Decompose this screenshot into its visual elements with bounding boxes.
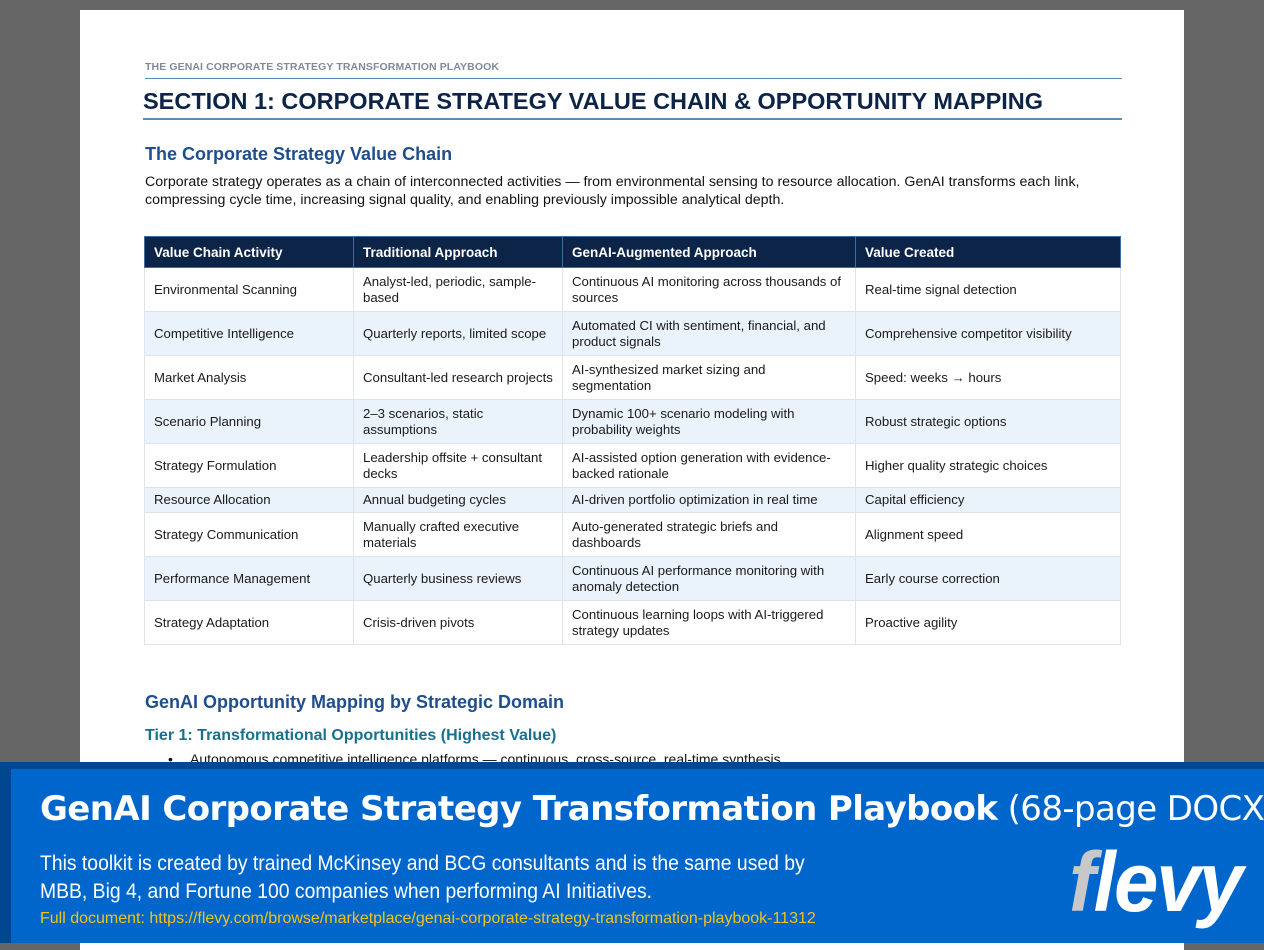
table-cell: Leadership offsite + consultant decks: [353, 443, 563, 488]
table-cell: Automated CI with sentiment, financial, …: [562, 311, 856, 356]
table-cell: Quarterly reports, limited scope: [353, 311, 563, 356]
table-cell: Robust strategic options: [855, 399, 1121, 444]
table-cell: Performance Management: [144, 556, 354, 601]
table-cell: Quarterly business reviews: [353, 556, 563, 601]
table-cell: Comprehensive competitor visibility: [855, 311, 1121, 356]
column-header: Traditional Approach: [353, 236, 563, 268]
table-row: Performance Management Quarterly busines…: [144, 556, 1121, 601]
table-row: Strategy Formulation Leadership offsite …: [144, 443, 1121, 488]
running-header: THE GENAI CORPORATE STRATEGY TRANSFORMAT…: [145, 61, 1122, 79]
banner-title-format: (68-page DOCX): [1007, 789, 1264, 829]
column-header: Value Created: [855, 236, 1121, 268]
table-cell: Early course correction: [855, 556, 1121, 601]
table-cell: Crisis-driven pivots: [353, 600, 563, 645]
section-title: SECTION 1: CORPORATE STRATEGY VALUE CHAI…: [143, 88, 1122, 120]
full-document-link[interactable]: Full document: https://flevy.com/browse/…: [40, 910, 816, 927]
table-cell: Analyst-led, periodic, sample-based: [353, 267, 563, 312]
column-header: GenAI-Augmented Approach: [562, 236, 856, 268]
table-row: Scenario Planning 2–3 scenarios, static …: [144, 399, 1121, 444]
value-chain-heading: The Corporate Strategy Value Chain: [145, 144, 453, 164]
column-header: Value Chain Activity: [144, 236, 354, 268]
table-cell: Speed: weeks → hours: [855, 355, 1121, 400]
table-cell: Real-time signal detection: [855, 267, 1121, 312]
opportunity-heading: GenAI Opportunity Mapping by Strategic D…: [145, 692, 565, 712]
banner-title-main: GenAI Corporate Strategy Transformation …: [40, 789, 998, 829]
table-cell: Higher quality strategic choices: [855, 443, 1121, 488]
value-chain-table: Value Chain Activity Traditional Approac…: [144, 236, 1121, 645]
table-row: Strategy Adaptation Crisis-driven pivots…: [144, 600, 1121, 645]
table-cell: Strategy Formulation: [144, 443, 354, 488]
promo-banner: GenAI Corporate Strategy Transformation …: [0, 762, 1264, 943]
table-cell: Proactive agility: [855, 600, 1121, 645]
tier1-heading: Tier 1: Transformational Opportunities (…: [145, 727, 557, 744]
table-cell: Strategy Communication: [144, 512, 354, 557]
table-row: Strategy Communication Manually crafted …: [144, 512, 1121, 557]
table-cell: Environmental Scanning: [144, 267, 354, 312]
table-row: Market Analysis Consultant-led research …: [144, 355, 1121, 400]
banner-title: GenAI Corporate Strategy Transformation …: [40, 789, 1264, 829]
document-page: THE GENAI CORPORATE STRATEGY TRANSFORMAT…: [80, 10, 1184, 950]
table-cell: Continuous AI monitoring across thousand…: [562, 267, 856, 312]
flevy-logo[interactable]: flevy: [1069, 835, 1243, 929]
table-row: Environmental Scanning Analyst-led, peri…: [144, 267, 1121, 312]
table-cell: Manually crafted executive materials: [353, 512, 563, 557]
banner-description: This toolkit is created by trained McKin…: [40, 851, 805, 903]
value-chain-intro: Corporate strategy operates as a chain o…: [145, 174, 1080, 208]
table-cell: AI-assisted option generation with evide…: [562, 443, 856, 488]
table-cell: Competitive Intelligence: [144, 311, 354, 356]
bullet-icon: •: [168, 751, 173, 767]
table-cell: Dynamic 100+ scenario modeling with prob…: [562, 399, 856, 444]
table-cell: Alignment speed: [855, 512, 1121, 557]
table-cell: Consultant-led research projects: [353, 355, 563, 400]
table-cell: Annual budgeting cycles: [353, 487, 563, 513]
table-row: Resource Allocation Annual budgeting cyc…: [144, 487, 1121, 513]
table-cell: Continuous learning loops with AI-trigge…: [562, 600, 856, 645]
table-cell: Continuous AI performance monitoring wit…: [562, 556, 856, 601]
table-header-row: Value Chain Activity Traditional Approac…: [144, 236, 1121, 268]
table-cell: Resource Allocation: [144, 487, 354, 513]
table-row: Competitive Intelligence Quarterly repor…: [144, 311, 1121, 356]
table-cell: Auto-generated strategic briefs and dash…: [562, 512, 856, 557]
table-cell: AI-driven portfolio optimization in real…: [562, 487, 856, 513]
promo-banner-inner: GenAI Corporate Strategy Transformation …: [11, 769, 1264, 943]
table-cell: Market Analysis: [144, 355, 354, 400]
table-cell: Strategy Adaptation: [144, 600, 354, 645]
table-cell: AI-synthesized market sizing and segment…: [562, 355, 856, 400]
table-cell: Scenario Planning: [144, 399, 354, 444]
table-cell: 2–3 scenarios, static assumptions: [353, 399, 563, 444]
table-cell: Capital efficiency: [855, 487, 1121, 513]
